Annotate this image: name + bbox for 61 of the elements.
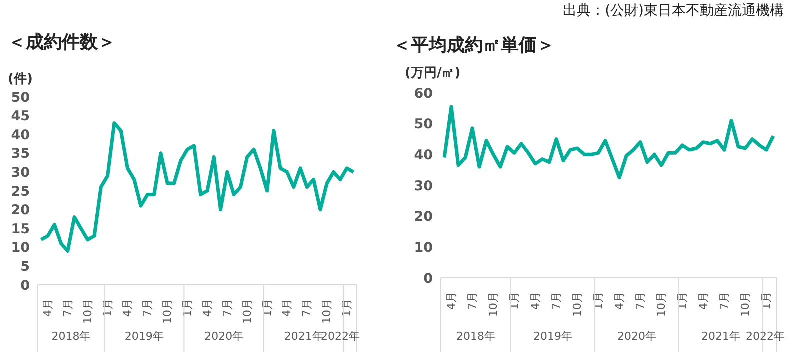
text: 2019年: [534, 330, 572, 343]
chart-title: ＜平均成約㎡単価＞: [393, 34, 555, 57]
x-tick-label: 10月: [81, 299, 94, 324]
y-tick-label: 20: [11, 202, 30, 219]
y-tick-label: 40: [414, 147, 433, 164]
text: 2022年: [321, 330, 360, 343]
x-tick-label: 4月: [121, 299, 134, 317]
x-tick-label: 4月: [41, 299, 54, 317]
x-tick-label: 4月: [697, 292, 710, 310]
x-tick-label: 4月: [445, 292, 458, 310]
x-tick-label: 1月: [340, 299, 354, 317]
x-tick-label: 7月: [300, 299, 314, 317]
y-axis-title: (万円/㎡): [405, 65, 461, 82]
y-tick-label: 40: [11, 127, 30, 144]
y-axis-title: (件): [8, 71, 33, 88]
text: 2020年: [618, 330, 656, 343]
line-series: [40, 122, 356, 253]
text: 2018年: [52, 330, 91, 343]
y-tick-label: 50: [11, 90, 30, 106]
x-tick-label: 10月: [161, 299, 174, 324]
text: 2022年: [746, 330, 785, 343]
y-tick-label: 20: [414, 209, 433, 226]
text: 2021年: [284, 330, 324, 343]
y-tick-label: 30: [11, 164, 30, 181]
x-tick-label: 1月: [181, 299, 194, 317]
y-tick-label: 30: [414, 178, 433, 194]
x-tick-label: 10月: [320, 299, 334, 324]
text: 2018年: [456, 330, 496, 343]
source-note: 出典：(公財)東日本不動産流通機構: [563, 2, 784, 20]
y-tick-label: 45: [11, 108, 30, 125]
y-tick-label: 50: [414, 116, 433, 133]
x-tick-label: 7月: [141, 299, 154, 317]
chart-title: ＜成約件数＞: [8, 31, 116, 54]
x-tick-label: 4月: [613, 292, 626, 310]
x-tick-label: 4月: [280, 299, 294, 317]
x-tick-label: 4月: [529, 292, 542, 310]
x-tick-label: 7月: [634, 292, 647, 310]
x-tick-label: 4月: [200, 299, 214, 317]
y-tick-label: 10: [414, 240, 433, 256]
y-tick-label: 0: [424, 270, 433, 287]
text: 2019年: [124, 330, 164, 343]
x-tick-label: 10月: [240, 299, 254, 324]
x-tick-label: 7月: [61, 299, 74, 317]
y-tick-label: 15: [11, 221, 30, 238]
y-tick-label: 10: [11, 240, 30, 256]
x-tick-label: 10月: [655, 292, 668, 317]
x-tick-label: 7月: [220, 299, 234, 317]
y-tick-label: 5: [20, 258, 30, 275]
x-tick-label: 10月: [739, 292, 752, 317]
text: 2020年: [204, 330, 244, 343]
x-tick-label: 7月: [718, 292, 731, 310]
y-tick-label: 0: [20, 278, 30, 294]
x-tick-label: 10月: [487, 292, 500, 317]
y-tick-label: 25: [11, 184, 30, 200]
y-tick-label: 60: [414, 86, 433, 102]
x-tick-label: 7月: [466, 292, 479, 310]
text: 2021年: [702, 330, 740, 343]
line-series: [442, 105, 776, 180]
x-tick-label: 10月: [571, 292, 584, 317]
x-tick-label: 7月: [550, 292, 563, 310]
y-tick-label: 35: [11, 146, 30, 162]
